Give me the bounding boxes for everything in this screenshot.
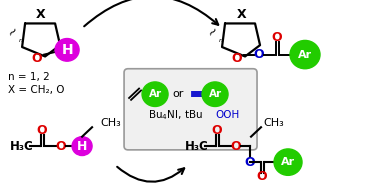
Text: Ar: Ar xyxy=(209,89,222,99)
Circle shape xyxy=(290,40,320,69)
Text: OOH: OOH xyxy=(215,110,239,120)
Text: O: O xyxy=(272,31,282,44)
Text: O: O xyxy=(37,125,47,137)
Text: or: or xyxy=(172,89,184,99)
Text: O: O xyxy=(254,48,264,61)
Text: H: H xyxy=(61,43,73,57)
Circle shape xyxy=(274,149,302,175)
Text: $\sim$: $\sim$ xyxy=(203,22,222,41)
Text: H₃C: H₃C xyxy=(10,140,34,153)
Text: Bu$_4$NI, tBu: Bu$_4$NI, tBu xyxy=(147,108,203,122)
Text: $_n$: $_n$ xyxy=(18,36,24,45)
Text: X: X xyxy=(237,8,247,22)
Text: O: O xyxy=(212,125,222,137)
Circle shape xyxy=(55,38,79,61)
Circle shape xyxy=(72,137,92,155)
Text: $\sim$: $\sim$ xyxy=(3,22,22,41)
Text: Ar: Ar xyxy=(149,89,162,99)
Text: CH₃: CH₃ xyxy=(100,118,121,128)
Text: O: O xyxy=(56,140,67,153)
Text: O: O xyxy=(32,52,42,65)
Text: H: H xyxy=(77,140,87,153)
Text: X: X xyxy=(35,8,45,22)
Text: O: O xyxy=(245,156,256,169)
Circle shape xyxy=(202,82,228,107)
Circle shape xyxy=(142,82,168,107)
Text: X = CH₂, O: X = CH₂, O xyxy=(8,85,65,95)
Text: CH₃: CH₃ xyxy=(263,118,284,128)
Text: $_n$: $_n$ xyxy=(218,36,224,45)
Text: Ar: Ar xyxy=(281,157,295,167)
Text: Ar: Ar xyxy=(298,49,312,60)
Text: O: O xyxy=(232,52,242,65)
FancyBboxPatch shape xyxy=(124,69,257,150)
Text: O: O xyxy=(231,140,241,153)
Text: H₃C: H₃C xyxy=(185,140,209,153)
Text: O: O xyxy=(257,170,267,183)
Text: n = 1, 2: n = 1, 2 xyxy=(8,72,50,82)
